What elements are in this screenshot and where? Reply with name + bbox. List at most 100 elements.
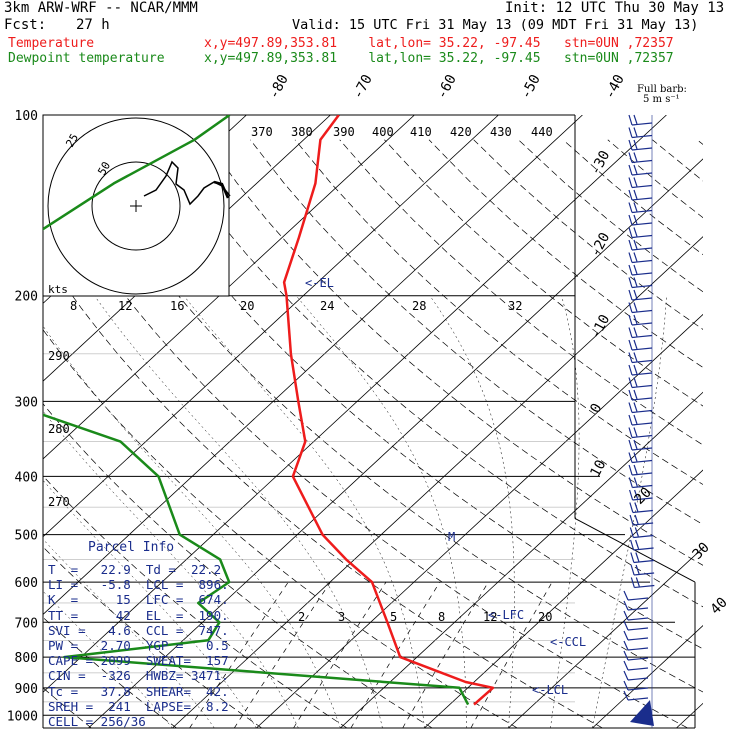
isotherm-line: [172, 236, 703, 728]
wind-barb: [631, 159, 653, 164]
wind-barb: [631, 197, 653, 201]
dry-adiabat: [43, 616, 177, 728]
wind-barb: [628, 427, 633, 438]
theta-label: 400: [372, 125, 394, 139]
wind-barb: [633, 152, 638, 162]
mixing-ratio-label: 2: [298, 610, 305, 624]
parcel-info-row: CAPE = 2099 SWEAT= 157: [48, 653, 229, 669]
profile-lines: [43, 115, 495, 706]
isotherm-line: [88, 158, 703, 728]
isotherm-line: [256, 313, 703, 728]
isotherm-label: -70: [350, 72, 376, 102]
wind-barb: [627, 657, 649, 661]
wind-barb: [635, 552, 640, 562]
wind-barb: [627, 697, 649, 701]
wind-barb: [629, 502, 634, 513]
wind-barb: [631, 447, 653, 451]
wind-barb: [627, 647, 649, 651]
wind-barb: [628, 352, 633, 363]
moist-adiabat: [43, 590, 173, 728]
dewpoint-location: x,y=497.89,353.81 lat,lon= 35.22, -97.45…: [204, 51, 674, 66]
wind-barb: [628, 239, 633, 251]
parcel-info-row: T = 22.9 Td = 22.2: [48, 562, 222, 577]
wind-barb: [631, 384, 653, 389]
wind-barb: [633, 114, 638, 125]
wind-barb: [632, 484, 653, 489]
wind-barb: [634, 514, 639, 525]
dry-adiabat: [71, 139, 703, 693]
wind-barb: [628, 127, 633, 138]
wind-barb: [627, 607, 649, 611]
wind-barb: [628, 202, 633, 213]
wind-barb: [634, 502, 639, 512]
wind-barb: [623, 670, 629, 681]
wind-barb: [623, 630, 629, 641]
wind-barb: [633, 522, 654, 526]
wind-barb: [630, 577, 635, 588]
wind-barb: [628, 164, 633, 176]
mixing-ratio-line: [470, 581, 553, 728]
isotherm-line: [43, 115, 499, 538]
speed-label: 16: [170, 299, 184, 313]
wind-barb: [633, 277, 638, 287]
wind-barb: [628, 177, 633, 188]
wind-barb: [634, 584, 655, 589]
theta-label: 420: [450, 125, 472, 139]
wind-barb: [631, 297, 653, 301]
barb-key-line2: 5 m s⁻¹: [643, 94, 680, 105]
forecast-label: Fcst:: [4, 17, 47, 33]
wind-barb: [633, 189, 638, 200]
wind-barb: [628, 252, 633, 263]
barb-key-line1: Full barb:: [637, 84, 687, 95]
isotherm-line: [424, 469, 703, 728]
isotherm-label: -40: [602, 72, 628, 102]
isotherm-label: 40: [708, 595, 731, 618]
dry-adiabat: [339, 139, 703, 446]
parcel-info-row: CIN = -326 HWBZ= 3471.: [48, 668, 229, 684]
wind-barb: [623, 640, 629, 651]
axis-layer: [42, 114, 696, 729]
wind-barb: [635, 539, 640, 550]
wind-barb: [631, 284, 653, 289]
speed-label: 28: [412, 299, 426, 313]
wind-barb: [631, 397, 653, 401]
parcel-info-row: Tc = 37.8 SHEAR= 42.: [48, 683, 229, 699]
dry-adiabat: [116, 139, 703, 650]
forecast-hour: 27 h: [76, 17, 110, 33]
wind-barb: [628, 377, 633, 388]
wind-barb: [635, 577, 640, 587]
wind-barb: [633, 559, 654, 564]
pressure-label: 800: [15, 651, 38, 666]
wind-barb: [628, 214, 633, 226]
wind-barb: [627, 617, 649, 621]
isotherm-label: -10: [587, 312, 613, 342]
moist-adiabat: [295, 295, 467, 728]
wind-barb: [628, 289, 633, 301]
wind-barb: [631, 309, 653, 314]
speed-label: 24: [320, 299, 334, 313]
wind-barb: [623, 650, 629, 661]
wind-barb: [628, 464, 633, 476]
wind-barb: [628, 139, 633, 151]
wind-barb: [633, 364, 638, 375]
wind-barb: [631, 147, 653, 151]
wind-barb: [631, 259, 653, 264]
theta-label: 410: [410, 125, 432, 139]
dewpoint-legend: Dewpoint temperature: [8, 51, 165, 66]
level-annotation: <-CCL: [550, 635, 586, 649]
parcel-info-row: LI = -5.8 LCL = 896.: [48, 577, 229, 593]
dry-adiabat: [160, 139, 703, 608]
dry-adiabat: [562, 139, 703, 256]
wind-barb: [633, 534, 654, 539]
wind-barb: [633, 377, 638, 387]
dry-adiabat: [43, 403, 433, 728]
wind-barb: [634, 527, 639, 537]
wind-barb: [633, 227, 638, 237]
dry-adiabat: [43, 475, 348, 728]
wind-barb: [633, 127, 638, 137]
wind-barb: [633, 314, 638, 325]
wind-barb: [631, 334, 653, 339]
parcel-info-table: T = 22.9 Td = 22.2 LI = -5.8 LCL = 896. K …: [48, 562, 229, 729]
wind-barb: [634, 572, 655, 576]
